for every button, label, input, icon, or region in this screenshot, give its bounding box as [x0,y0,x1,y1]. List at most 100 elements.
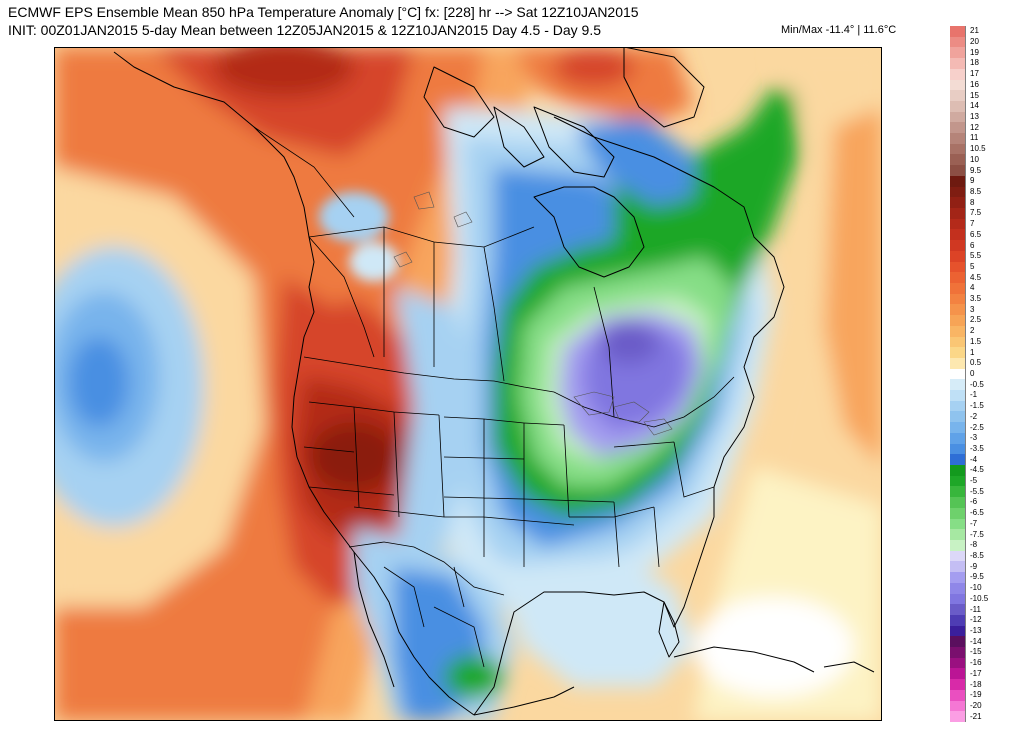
canada-lakes [393,191,473,268]
legend-swatch [950,175,966,187]
border-mexico-states [383,566,485,668]
purple-dark-core [599,320,659,364]
legend-label: 6.5 [970,229,982,239]
legend-swatch [950,539,966,551]
legend-label: -11 [970,604,981,614]
warm-max-west [309,422,399,492]
legend-swatch [950,26,966,37]
legend-label: 4 [970,283,975,293]
coastline-cuba [673,646,815,673]
coastline-florida [658,601,680,658]
legend-swatch [950,572,966,584]
legend-label: -9 [970,561,978,571]
legend-label: -2 [970,411,978,421]
color-scale-legend: 21 20 19 18 17 16 15 14 13 12 11 10.5 10 9.5 9 8.5 8 7.5 7… [950,26,1022,723]
min-max-readout: Min/Max -11.4° | 11.6°C [781,24,897,36]
legend-label: 19 [970,47,979,57]
border-states-west [303,401,484,518]
legend-swatch [950,58,966,70]
legend-swatch [950,186,966,198]
legend-swatch [950,36,966,48]
legend-swatch [950,165,966,177]
border-states-central [443,416,575,567]
legend-label: -17 [970,668,982,678]
legend-label: 6 [970,240,975,250]
legend-label: 1.5 [970,336,982,346]
legend-label: -13 [970,625,982,635]
legend-label: -6.5 [970,508,984,518]
border-us-mexico [348,541,505,596]
legend-swatch [950,229,966,241]
legend-swatch [950,272,966,284]
legend-swatch [950,282,966,294]
legend-swatch [950,422,966,434]
legend-label: 13 [970,112,979,121]
legend-swatch [950,379,966,391]
legend-label: 2.5 [970,315,982,325]
cool-southeast [494,557,694,687]
legend-label: -20 [970,700,982,710]
legend-swatch [950,700,966,712]
border-mb-on [483,246,505,382]
legend-swatch [950,582,966,594]
legend-swatch [950,475,966,487]
coastline-arctic-2 [493,106,545,168]
legend-label: -1 [970,390,978,400]
coastline-baja [353,551,395,688]
legend-swatch [950,497,966,509]
legend-swatch [950,657,966,669]
legend-label: 1 [970,347,975,357]
legend-label: -9.5 [970,572,984,582]
coastline-central-america [473,686,575,716]
legend-swatch [950,614,966,626]
legend-label: -2.5 [970,422,984,432]
legend-label: -21 [970,711,982,721]
legend-swatch [950,400,966,412]
legend-swatch [950,347,966,359]
legend-swatch [950,529,966,541]
green-arm-north [614,87,794,262]
legend-label: -6 [970,497,978,507]
legend-label: 17 [970,69,979,79]
legend-label: 7.5 [970,208,982,218]
anomaly-map [54,47,882,721]
legend-label: 5 [970,261,975,271]
legend-swatch [950,218,966,230]
legend-label: -7 [970,518,978,528]
legend-swatch [950,507,966,519]
legend-label: 15 [970,90,979,100]
legend-label: 10.5 [970,144,986,154]
legend-swatch [950,357,966,369]
legend-swatch [950,647,966,659]
legend-swatch [950,411,966,423]
legend-swatch [950,465,966,476]
green-mexico [444,655,504,699]
legend-label: 14 [970,101,979,111]
lakes [393,191,673,436]
legend-label: 7 [970,219,975,229]
legend-label: 20 [970,37,979,47]
legend-swatch [950,550,966,562]
legend-label: 0.5 [970,358,982,368]
political-borders [253,126,735,668]
coastline-baffin [533,106,615,178]
legend-swatch [950,679,966,691]
coastline-hudson-bay [533,186,645,278]
coastline-hispaniola [823,661,875,673]
legend-swatch [950,122,966,134]
legend-label: -5 [970,476,978,486]
legend-swatch [950,100,966,112]
legend-swatch [950,368,966,380]
coastline-greenland [623,47,705,128]
legend-label: -0.5 [970,379,984,389]
coastline-gulf [473,576,695,716]
coastline-arctic [423,66,495,138]
legend-swatch [950,197,966,209]
legend-swatch [950,208,966,220]
legend-swatch [950,304,966,316]
legend-swatch [950,711,966,723]
legend-swatch [950,625,966,637]
legend-swatch [950,79,966,91]
legend-swatch [950,636,966,648]
legend-label: -16 [970,658,982,668]
